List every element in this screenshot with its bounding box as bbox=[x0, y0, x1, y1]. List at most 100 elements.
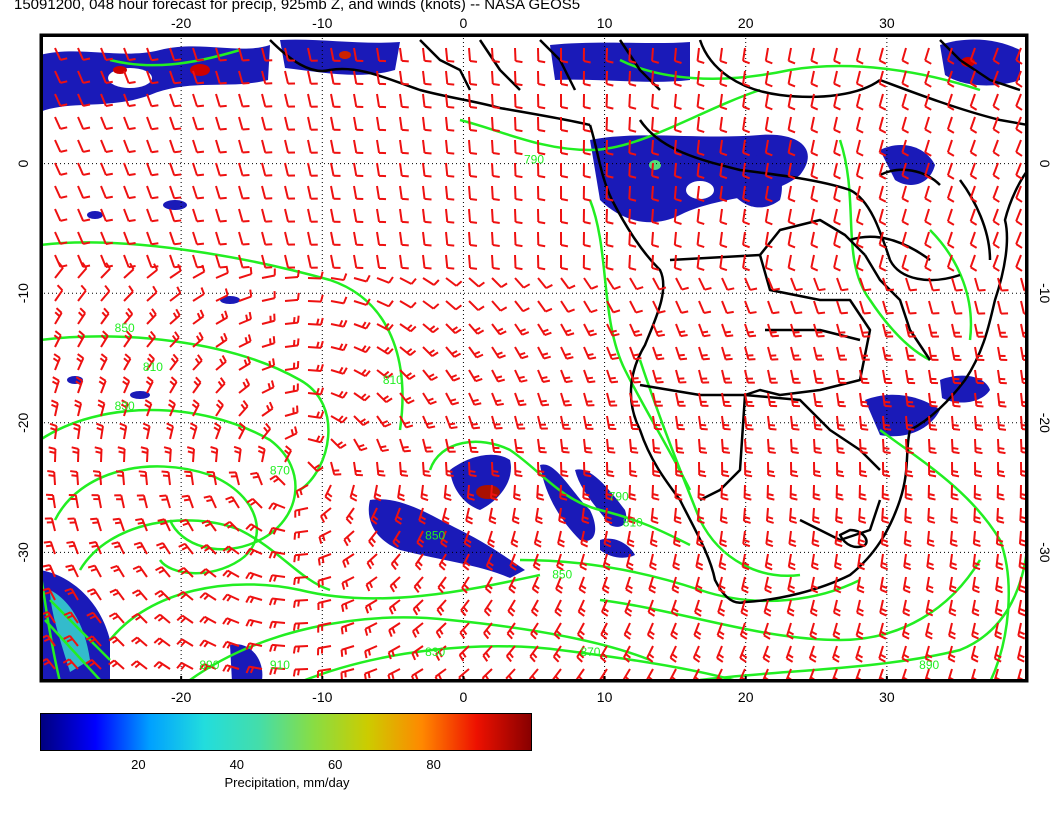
wind-barb bbox=[201, 519, 217, 532]
wind-barb bbox=[169, 116, 182, 131]
wind-barb bbox=[392, 530, 401, 548]
wind-barb bbox=[582, 231, 591, 248]
wind-barb bbox=[123, 208, 136, 223]
wind-barb bbox=[284, 269, 300, 279]
wind-barb bbox=[878, 47, 887, 65]
wind-barb bbox=[997, 438, 1006, 455]
wind-barb bbox=[422, 139, 432, 155]
wind-barb bbox=[192, 116, 205, 131]
wind-barb bbox=[855, 162, 864, 180]
wind-barb bbox=[534, 507, 543, 525]
wind-barb bbox=[810, 576, 819, 594]
wind-barb bbox=[902, 599, 911, 617]
wind-barb bbox=[833, 185, 841, 203]
wind-barb bbox=[992, 47, 1000, 65]
wind-barb bbox=[946, 162, 955, 180]
wind-barb bbox=[376, 116, 387, 132]
wind-barb bbox=[169, 353, 179, 371]
wind-barb bbox=[533, 530, 542, 548]
wind-barb bbox=[974, 300, 986, 315]
wind-barb bbox=[813, 300, 826, 315]
wind-barb bbox=[764, 553, 773, 571]
wind-barb bbox=[946, 208, 955, 226]
wind-barb bbox=[813, 369, 824, 384]
wind-barb bbox=[215, 70, 227, 85]
wind-barb bbox=[462, 553, 471, 571]
contour-label: 910 bbox=[270, 658, 290, 672]
wind-barb bbox=[879, 576, 888, 594]
wind-barb bbox=[628, 139, 637, 156]
wind-barb bbox=[206, 471, 217, 486]
wind-barb bbox=[88, 541, 102, 555]
wind-barb bbox=[491, 461, 500, 478]
wind-barb bbox=[902, 576, 911, 594]
wind-barb bbox=[215, 139, 227, 154]
wind-barb bbox=[445, 139, 455, 155]
contour-label: 790 bbox=[524, 153, 544, 167]
contour-label: 870 bbox=[270, 464, 290, 478]
wind-barb bbox=[364, 645, 378, 659]
wind-barb bbox=[949, 553, 958, 571]
wind-barb bbox=[790, 461, 799, 478]
wind-barb bbox=[742, 47, 750, 65]
wind-barb bbox=[468, 254, 478, 270]
wind-barb bbox=[445, 162, 455, 178]
wind-barb bbox=[946, 185, 955, 203]
wind-barb bbox=[77, 231, 91, 245]
wind-barb bbox=[485, 553, 494, 571]
wind-barb bbox=[192, 93, 205, 108]
wind-barb bbox=[505, 645, 516, 663]
wind-barb bbox=[353, 185, 364, 200]
wind-barb bbox=[924, 70, 932, 88]
wind-barb bbox=[376, 322, 394, 331]
wind-barb bbox=[810, 185, 819, 203]
wind-barb bbox=[491, 70, 500, 86]
wind-barb bbox=[399, 231, 409, 247]
wind-barb bbox=[364, 622, 378, 636]
wind-barb bbox=[971, 622, 979, 640]
wind-barb bbox=[560, 277, 576, 290]
wind-barb bbox=[491, 438, 502, 454]
wind-barb bbox=[283, 445, 292, 463]
wind-barb bbox=[215, 399, 224, 417]
wind-barb bbox=[537, 162, 546, 179]
wind-barb bbox=[696, 116, 705, 134]
wind-barb bbox=[1015, 116, 1023, 134]
wind-barb bbox=[85, 635, 102, 647]
wind-barb bbox=[77, 307, 86, 325]
wind-barb bbox=[537, 185, 546, 202]
wind-barb bbox=[192, 287, 205, 302]
wind-barb bbox=[238, 231, 250, 246]
wind-barb bbox=[719, 254, 728, 272]
wind-barb bbox=[53, 330, 62, 348]
wind-barb bbox=[284, 116, 296, 131]
wind-barb bbox=[353, 369, 371, 378]
wind-barb bbox=[445, 346, 462, 358]
wind-barb bbox=[901, 70, 910, 88]
wind-barb bbox=[114, 494, 125, 509]
wind-barb bbox=[696, 208, 705, 226]
wind-barb bbox=[698, 369, 710, 384]
wind-barb bbox=[950, 484, 959, 501]
wind-barb bbox=[210, 446, 219, 463]
wind-barb bbox=[123, 47, 136, 62]
wind-barb bbox=[422, 208, 432, 224]
wind-barb bbox=[295, 484, 309, 499]
wind-barb bbox=[739, 622, 748, 640]
wind-barb bbox=[901, 622, 910, 640]
wind-barb bbox=[353, 298, 371, 306]
wind-barb bbox=[491, 300, 508, 312]
wind-barb bbox=[669, 645, 678, 663]
wind-barb bbox=[855, 116, 864, 134]
wind-barb bbox=[307, 185, 318, 200]
wind-barb bbox=[810, 93, 819, 111]
wind-barb bbox=[651, 185, 660, 202]
wind-barb bbox=[353, 438, 368, 452]
wind-barb bbox=[532, 553, 541, 571]
wind-barb bbox=[973, 507, 982, 524]
wind-barb bbox=[812, 484, 821, 501]
wind-barb bbox=[836, 461, 845, 478]
wind-barb bbox=[468, 139, 478, 155]
wind-barb bbox=[856, 576, 865, 594]
